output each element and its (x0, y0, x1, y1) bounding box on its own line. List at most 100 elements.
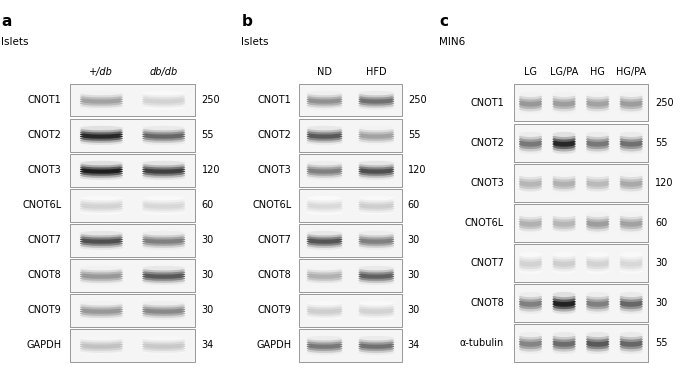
Bar (70, 259, 195, 291)
Ellipse shape (307, 165, 342, 169)
Text: 55: 55 (656, 338, 668, 348)
Ellipse shape (80, 140, 123, 145)
Ellipse shape (586, 259, 609, 264)
Ellipse shape (519, 226, 542, 232)
Ellipse shape (553, 179, 575, 184)
Ellipse shape (358, 305, 394, 310)
Ellipse shape (553, 341, 575, 347)
Text: CNOT6L: CNOT6L (465, 218, 504, 228)
Ellipse shape (307, 128, 342, 132)
Bar (299, 154, 402, 186)
Ellipse shape (142, 235, 185, 240)
Ellipse shape (553, 217, 575, 222)
Ellipse shape (307, 91, 342, 95)
Ellipse shape (307, 237, 342, 242)
Ellipse shape (586, 177, 609, 182)
Ellipse shape (358, 348, 394, 353)
Ellipse shape (519, 144, 542, 149)
Ellipse shape (307, 200, 342, 205)
Ellipse shape (307, 101, 342, 106)
Ellipse shape (586, 214, 609, 219)
Ellipse shape (586, 304, 609, 309)
Ellipse shape (307, 266, 342, 270)
Ellipse shape (307, 233, 342, 238)
Bar (514, 204, 648, 241)
Ellipse shape (519, 102, 542, 106)
Ellipse shape (620, 304, 643, 309)
Ellipse shape (307, 342, 342, 347)
Ellipse shape (142, 338, 185, 343)
Bar (299, 84, 402, 116)
Text: 250: 250 (408, 95, 426, 105)
Ellipse shape (358, 276, 394, 281)
Ellipse shape (142, 130, 185, 135)
Ellipse shape (620, 179, 643, 184)
Ellipse shape (358, 103, 394, 108)
Ellipse shape (519, 104, 542, 109)
Ellipse shape (358, 307, 394, 312)
Ellipse shape (586, 349, 609, 354)
Text: 60: 60 (201, 200, 214, 210)
Ellipse shape (358, 128, 394, 132)
Ellipse shape (620, 334, 643, 340)
Bar (514, 84, 648, 122)
Ellipse shape (553, 229, 575, 234)
Ellipse shape (620, 292, 643, 297)
Ellipse shape (586, 219, 609, 224)
Ellipse shape (80, 233, 123, 238)
Ellipse shape (80, 348, 123, 353)
Ellipse shape (586, 134, 609, 139)
Ellipse shape (142, 280, 185, 285)
Ellipse shape (142, 161, 185, 165)
Ellipse shape (620, 182, 643, 187)
Ellipse shape (586, 264, 609, 269)
Ellipse shape (586, 257, 609, 262)
Ellipse shape (142, 276, 185, 281)
Ellipse shape (307, 303, 342, 307)
Ellipse shape (519, 339, 542, 345)
Ellipse shape (358, 105, 394, 110)
Bar (514, 324, 648, 362)
Bar (70, 84, 195, 116)
Ellipse shape (586, 269, 609, 274)
Ellipse shape (80, 346, 123, 351)
Ellipse shape (519, 292, 542, 297)
Ellipse shape (358, 268, 394, 273)
Ellipse shape (553, 104, 575, 109)
Ellipse shape (80, 95, 123, 99)
Ellipse shape (358, 161, 394, 165)
Ellipse shape (519, 136, 542, 142)
Text: CNOT2: CNOT2 (471, 138, 504, 148)
Ellipse shape (519, 97, 542, 102)
Text: 34: 34 (201, 340, 214, 351)
Ellipse shape (358, 233, 394, 238)
Ellipse shape (142, 126, 185, 130)
Ellipse shape (358, 198, 394, 202)
Bar (299, 119, 402, 152)
Ellipse shape (142, 231, 185, 235)
Ellipse shape (553, 99, 575, 104)
Ellipse shape (307, 235, 342, 240)
Ellipse shape (586, 104, 609, 109)
Bar (299, 224, 402, 257)
Ellipse shape (142, 163, 185, 168)
Ellipse shape (519, 182, 542, 187)
Ellipse shape (142, 210, 185, 215)
Ellipse shape (142, 136, 185, 141)
Ellipse shape (519, 132, 542, 137)
Ellipse shape (586, 182, 609, 187)
Ellipse shape (307, 169, 342, 174)
Ellipse shape (553, 97, 575, 102)
Ellipse shape (519, 141, 542, 147)
Text: CNOT1: CNOT1 (258, 95, 291, 105)
Ellipse shape (307, 351, 342, 355)
Ellipse shape (358, 315, 394, 320)
Ellipse shape (586, 339, 609, 345)
Ellipse shape (80, 128, 123, 132)
Ellipse shape (358, 274, 394, 279)
Ellipse shape (586, 149, 609, 154)
Ellipse shape (307, 348, 342, 353)
Ellipse shape (80, 93, 123, 97)
Ellipse shape (358, 336, 394, 340)
Ellipse shape (586, 341, 609, 347)
